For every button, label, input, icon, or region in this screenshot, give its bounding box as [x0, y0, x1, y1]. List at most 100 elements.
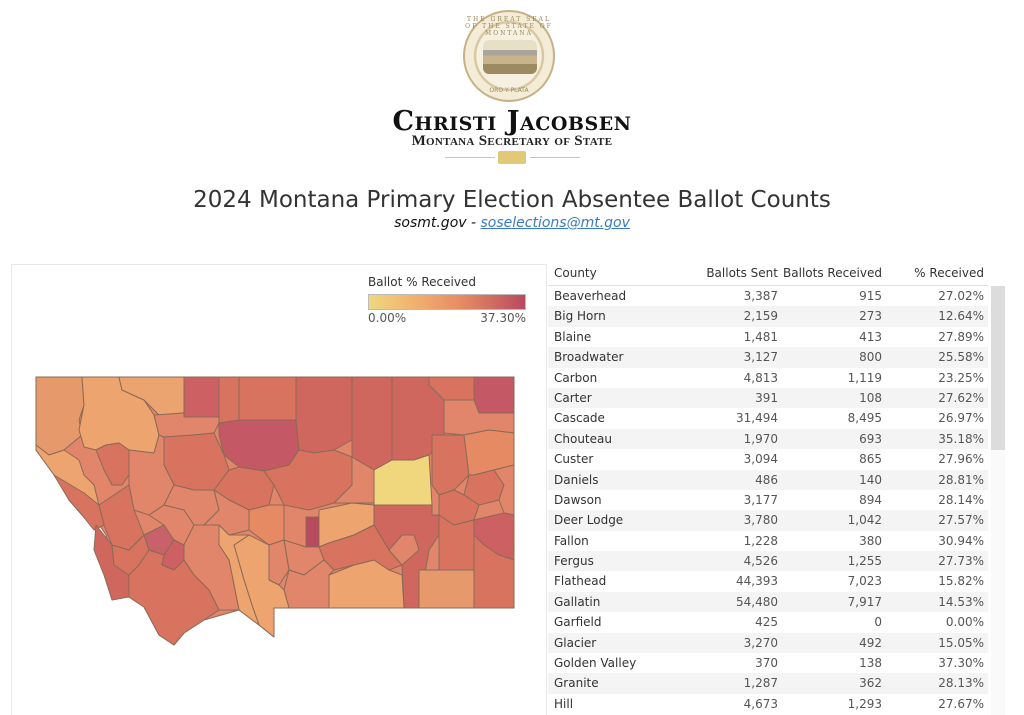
- table-row[interactable]: Flathead 44,393 7,023 15.82%: [548, 571, 988, 591]
- county-ballot-table: County Ballots Sent Ballots Received % R…: [548, 262, 1008, 715]
- color-legend: Ballot % Received 0.00% 37.30%: [368, 275, 533, 325]
- table-row[interactable]: Cascade 31,494 8,495 26.97%: [548, 408, 988, 428]
- percent-received-cell: 27.96%: [938, 452, 984, 467]
- county-cell: Blaine: [554, 329, 592, 344]
- official-title: Montana Secretary of State: [411, 133, 613, 149]
- county-shape[interactable]: [388, 534, 420, 566]
- column-header-ballots-received[interactable]: Ballots Received: [783, 266, 882, 280]
- county-cell: Broadwater: [554, 350, 624, 365]
- table-row[interactable]: Gallatin 54,480 7,917 14.53%: [548, 591, 988, 613]
- table-row[interactable]: Granite 1,287 362 28.13%: [548, 673, 988, 694]
- percent-received-cell: 12.64%: [938, 309, 984, 324]
- ballots-received-cell: 693: [859, 431, 882, 446]
- column-header-percent-received[interactable]: % Received: [914, 266, 984, 280]
- legend-gradient: [368, 294, 526, 310]
- county-cell: Hill: [554, 696, 574, 711]
- percent-received-cell: 35.18%: [938, 431, 984, 446]
- county-cell: Granite: [554, 676, 599, 691]
- ballots-received-cell: 413: [859, 329, 882, 344]
- percent-received-cell: 27.57%: [938, 513, 984, 528]
- percent-received-cell: 28.81%: [938, 472, 984, 487]
- ballots-received-cell: 1,119: [847, 370, 882, 385]
- legend-title: Ballot % Received: [368, 275, 476, 289]
- ballots-sent-cell: 3,127: [743, 350, 778, 365]
- ballots-received-cell: 865: [859, 452, 882, 467]
- montana-county-map[interactable]: [34, 375, 519, 650]
- county-shape[interactable]: [218, 376, 240, 424]
- county-cell: Dawson: [554, 492, 602, 507]
- seal-landscape: [483, 40, 537, 74]
- table-row[interactable]: Daniels 486 140 28.81%: [548, 469, 988, 490]
- table-row[interactable]: Fergus 4,526 1,255 27.73%: [548, 551, 988, 572]
- legend-max-label: 37.30%: [480, 311, 526, 325]
- county-shape[interactable]: [35, 444, 100, 506]
- table-row[interactable]: Garfield 425 0 0.00%: [548, 612, 988, 632]
- county-shape[interactable]: [183, 376, 220, 418]
- ballots-sent-cell: 3,177: [743, 492, 778, 507]
- seal-motto: ORO Y PLATA: [489, 87, 529, 94]
- ballots-sent-cell: 1,287: [743, 676, 778, 691]
- ballots-sent-cell: 44,393: [736, 574, 778, 589]
- column-header-county[interactable]: County: [554, 266, 597, 280]
- percent-received-cell: 26.97%: [938, 411, 984, 426]
- county-shape[interactable]: [418, 569, 475, 609]
- ballots-sent-cell: 31,494: [736, 411, 778, 426]
- county-shape[interactable]: [305, 516, 320, 548]
- table-row[interactable]: Beaverhead 3,387 915 27.02%: [548, 286, 988, 306]
- table-body: Beaverhead 3,387 915 27.02% Big Horn 2,159 27…: [548, 286, 988, 714]
- county-cell: Gallatin: [554, 594, 601, 609]
- table-scrollbar[interactable]: [991, 286, 1005, 715]
- percent-received-cell: 14.53%: [938, 594, 984, 609]
- ballots-sent-cell: 425: [755, 615, 778, 630]
- county-cell: Flathead: [554, 574, 607, 589]
- county-shape[interactable]: [53, 474, 105, 531]
- table-row[interactable]: Custer 3,094 865 27.96%: [548, 449, 988, 469]
- ballots-received-cell: 915: [859, 289, 882, 303]
- county-shape[interactable]: [295, 376, 353, 454]
- divider-left: [445, 157, 495, 158]
- percent-received-cell: 30.94%: [938, 533, 984, 548]
- ballots-sent-cell: 370: [755, 656, 778, 671]
- ballots-sent-cell: 3,387: [743, 289, 778, 303]
- table-row[interactable]: Deer Lodge 3,780 1,042 27.57%: [548, 510, 988, 531]
- county-cell: Big Horn: [554, 309, 606, 324]
- email-link[interactable]: soselections@mt.gov: [480, 215, 630, 231]
- ballots-received-cell: 492: [859, 635, 882, 650]
- legend-min-label: 0.00%: [368, 311, 407, 325]
- percent-received-cell: 37.30%: [938, 656, 984, 671]
- ballots-received-cell: 800: [859, 350, 882, 365]
- county-shape[interactable]: [351, 376, 393, 471]
- percent-received-cell: 27.62%: [938, 390, 984, 405]
- percent-received-cell: 15.05%: [938, 635, 984, 650]
- ballots-sent-cell: 391: [755, 390, 778, 405]
- percent-received-cell: 0.00%: [945, 615, 984, 630]
- ballots-received-cell: 8,495: [847, 411, 882, 426]
- table-row[interactable]: Fallon 1,228 380 30.94%: [548, 531, 988, 551]
- table-row[interactable]: Big Horn 2,159 273 12.64%: [548, 306, 988, 327]
- county-cell: Golden Valley: [554, 656, 637, 671]
- ballots-received-cell: 1,293: [847, 696, 882, 711]
- choropleth-map-panel: Ballot % Received 0.00% 37.30%: [11, 264, 547, 715]
- county-cell: Glacier: [554, 635, 597, 650]
- county-shape[interactable]: [128, 549, 220, 646]
- table-row[interactable]: Golden Valley 370 138 37.30%: [548, 653, 988, 673]
- scrollbar-thumb[interactable]: [991, 286, 1005, 450]
- table-row[interactable]: Hill 4,673 1,293 27.67%: [548, 694, 988, 714]
- percent-received-cell: 15.82%: [938, 574, 984, 589]
- table-row[interactable]: Carter 391 108 27.62%: [548, 387, 988, 409]
- official-name: Christi Jacobsen: [392, 106, 632, 137]
- table-row[interactable]: Blaine 1,481 413 27.89%: [548, 327, 988, 347]
- county-shape[interactable]: [473, 376, 515, 414]
- ballots-received-cell: 7,917: [847, 594, 882, 609]
- column-header-ballots-sent[interactable]: Ballots Sent: [706, 266, 778, 280]
- table-row[interactable]: Glacier 3,270 492 15.05%: [548, 632, 988, 654]
- percent-received-cell: 25.58%: [938, 350, 984, 365]
- ballots-sent-cell: 1,481: [743, 329, 778, 344]
- county-shape[interactable]: [238, 376, 297, 421]
- county-cell: Fergus: [554, 554, 594, 569]
- table-row[interactable]: Chouteau 1,970 693 35.18%: [548, 428, 988, 450]
- table-row[interactable]: Broadwater 3,127 800 25.58%: [548, 347, 988, 368]
- seal-ring-text: THE GREAT SEAL OF THE STATE OF MONTANA: [465, 16, 553, 37]
- table-row[interactable]: Carbon 4,813 1,119 23.25%: [548, 368, 988, 388]
- table-row[interactable]: Dawson 3,177 894 28.14%: [548, 490, 988, 510]
